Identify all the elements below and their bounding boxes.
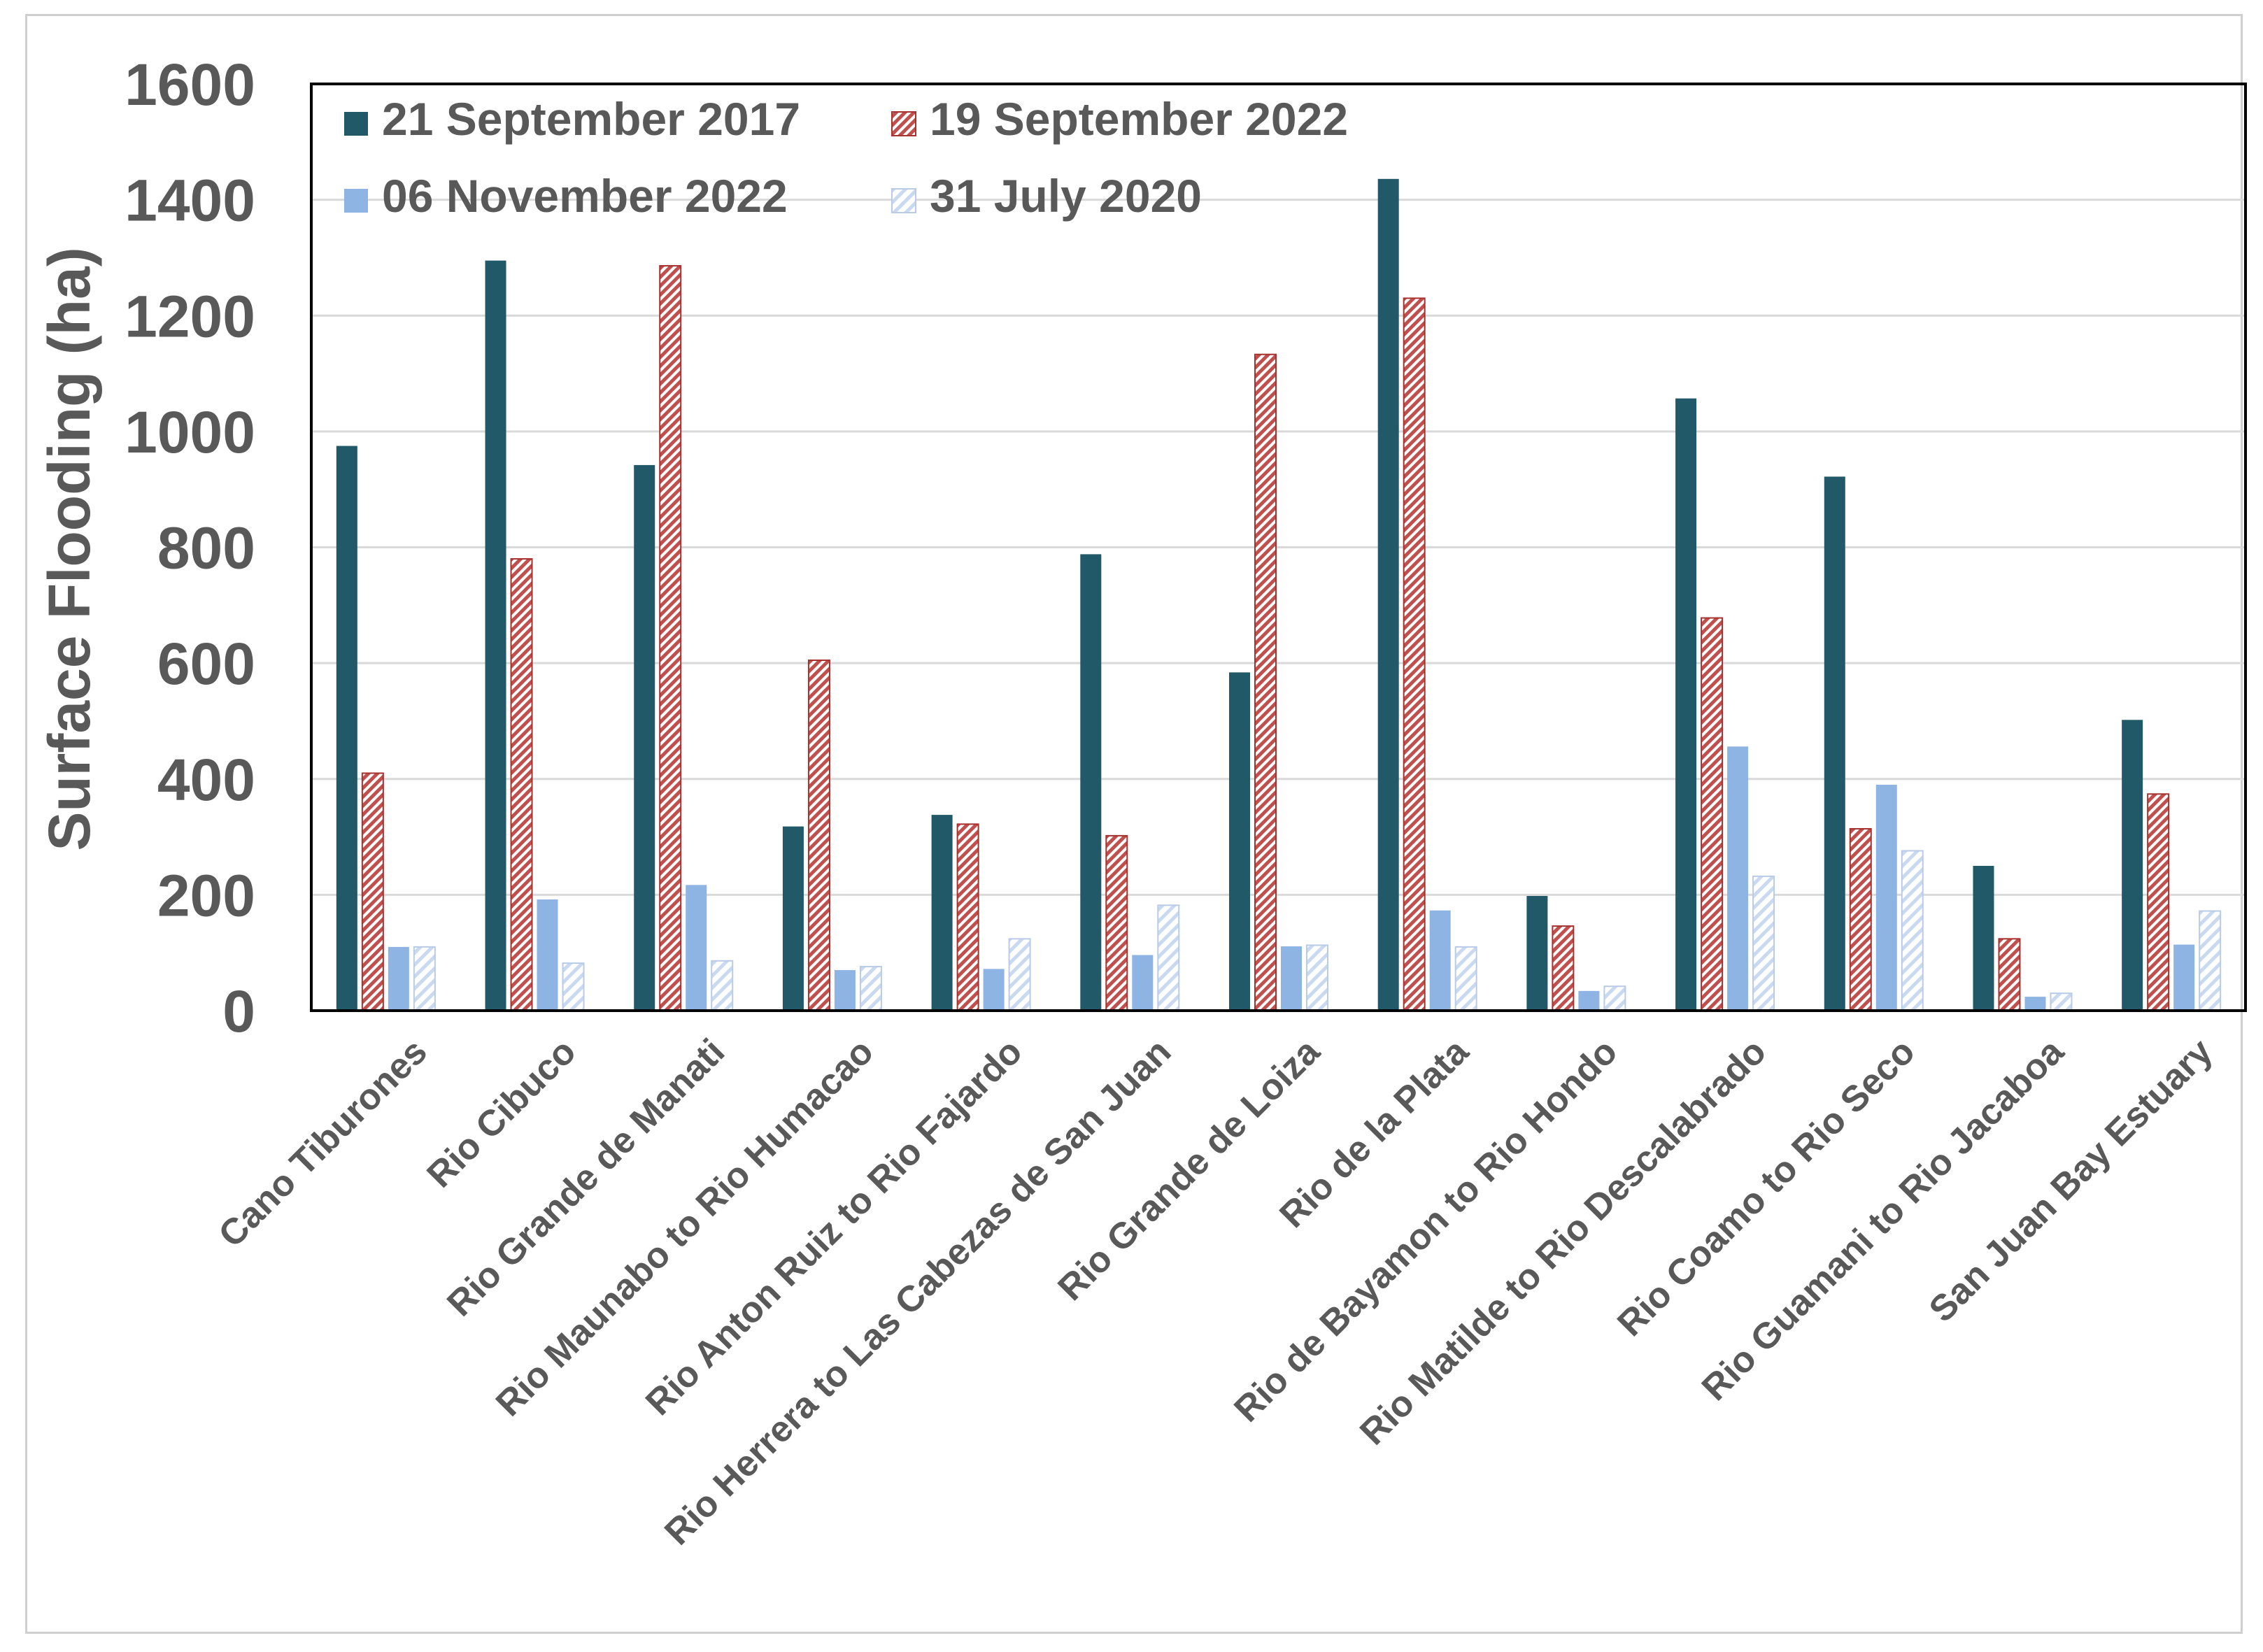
y-tick-label: 1000: [125, 399, 255, 465]
x-category-label: Rio Cibuco: [419, 1031, 583, 1195]
bar-9-1: [1701, 617, 1724, 1011]
bar-8-0: [1526, 896, 1548, 1011]
bar-12-3: [2199, 910, 2222, 1011]
bar-12-2: [2173, 944, 2195, 1011]
bar-9-3: [1752, 875, 1775, 1011]
y-axis-ticks: 0 200 400 600 800 1000 1200 1400 1600: [125, 52, 255, 1044]
bar-3-3: [859, 966, 882, 1011]
bar-9-2: [1727, 746, 1749, 1011]
legend-swatch: [344, 189, 368, 213]
bar-8-3: [1603, 985, 1626, 1011]
bar-0-2: [388, 946, 409, 1011]
legend-label: 31 July 2020: [930, 170, 1202, 222]
x-category-label: Cano Tiburones: [211, 1031, 435, 1255]
bar-1-3: [562, 962, 585, 1011]
bar-0-1: [361, 772, 384, 1011]
bar-9-0: [1675, 398, 1697, 1011]
bar-7-1: [1403, 297, 1426, 1011]
bars: [336, 178, 2222, 1011]
bar-2-0: [634, 464, 655, 1011]
bar-0-0: [336, 446, 357, 1011]
bar-5-1: [1105, 834, 1128, 1011]
legend-swatch: [344, 112, 368, 136]
bar-6-1: [1254, 353, 1277, 1011]
bar-12-0: [2122, 720, 2143, 1011]
bar-6-3: [1306, 944, 1328, 1011]
x-category-label: Rio Grande de Loiza: [1050, 1031, 1328, 1309]
bar-5-3: [1157, 904, 1180, 1011]
legend-label: 21 September 2017: [382, 93, 800, 145]
bar-1-2: [537, 899, 558, 1011]
bar-10-1: [1849, 827, 1872, 1011]
legend-label: 06 November 2022: [382, 170, 788, 222]
bar-11-0: [1973, 865, 1994, 1011]
x-category-label: Rio Herrera to Las Cabezas de San Juan: [657, 1031, 1179, 1553]
y-axis-label: Surface Flooding (ha): [36, 247, 102, 850]
y-tick-label: 0: [222, 978, 255, 1044]
bar-2-1: [659, 265, 682, 1011]
bar-7-0: [1377, 178, 1399, 1011]
bar-3-1: [807, 659, 830, 1011]
bar-11-2: [2024, 997, 2046, 1011]
bar-1-0: [485, 260, 506, 1011]
bar-10-2: [1875, 785, 1897, 1011]
legend-label: 19 September 2022: [930, 93, 1348, 145]
bar-7-3: [1454, 946, 1477, 1011]
x-category-label: Rio Coamo to Rio Seco: [1610, 1031, 1923, 1344]
gridlines: [311, 199, 2246, 896]
bar-12-1: [2147, 793, 2170, 1011]
bar-10-0: [1824, 476, 1845, 1011]
bar-5-0: [1080, 554, 1102, 1011]
bar-3-2: [834, 970, 856, 1011]
y-tick-label: 1600: [125, 52, 255, 118]
bar-4-0: [931, 815, 953, 1011]
y-tick-label: 1200: [125, 283, 255, 349]
bar-4-3: [1008, 938, 1031, 1011]
y-tick-label: 800: [157, 515, 255, 581]
bar-6-0: [1229, 672, 1250, 1011]
plot-area-border: [310, 83, 2247, 1012]
bar-2-3: [711, 960, 734, 1011]
bar-6-2: [1281, 946, 1302, 1011]
bar-8-2: [1578, 990, 1600, 1011]
bar-4-2: [983, 969, 1005, 1011]
bar-8-1: [1552, 925, 1575, 1011]
bar-3-0: [782, 826, 804, 1011]
bar-5-2: [1132, 955, 1154, 1011]
y-tick-label: 200: [157, 862, 255, 928]
x-category-label: Rio Grande de Manati: [439, 1031, 732, 1324]
x-category-label: San Juan Bay Estuary: [1922, 1031, 2220, 1330]
legend-swatch: [891, 188, 916, 213]
bar-11-3: [2050, 992, 2073, 1011]
bar-1-1: [510, 558, 533, 1011]
bar-10-3: [1901, 850, 1924, 1011]
y-tick-label: 400: [157, 747, 255, 813]
bar-11-1: [1998, 938, 2021, 1011]
chart-frame: [25, 14, 2243, 1634]
bar-4-1: [956, 823, 979, 1011]
bar-7-2: [1429, 910, 1451, 1011]
bar-2-2: [686, 885, 707, 1011]
y-tick-label: 1400: [125, 168, 255, 234]
legend-swatch: [891, 111, 916, 136]
y-tick-label: 600: [157, 631, 255, 697]
legend: 21 September 2017 19 September 2022 06 Nov…: [344, 93, 1348, 222]
bar-0-3: [413, 946, 436, 1011]
